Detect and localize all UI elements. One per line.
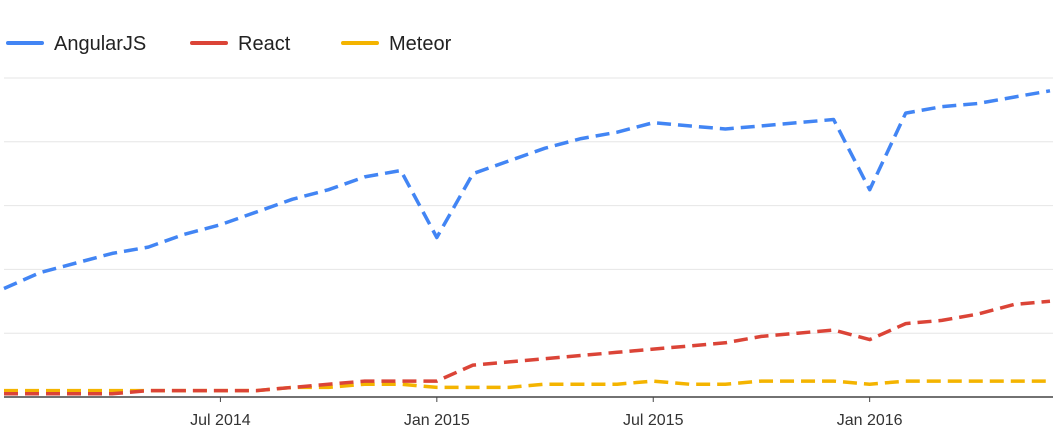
x-tick-label: Jan 2015 <box>404 412 470 429</box>
series-line-react <box>4 301 1050 394</box>
series-line-angularjs <box>4 91 1050 289</box>
x-axis-ticks: Jul 2014 Jan 2015 Jul 2015 Jan 2016 <box>190 397 903 429</box>
legend: AngularJS React Meteor <box>8 33 452 55</box>
x-tick-label: Jan 2016 <box>837 412 903 429</box>
gridlines <box>4 78 1053 333</box>
legend-label-react: React <box>238 33 291 55</box>
legend-label-angularjs: AngularJS <box>54 33 146 55</box>
x-tick-label: Jul 2014 <box>190 412 251 429</box>
legend-label-meteor: Meteor <box>389 33 452 55</box>
series-layer <box>4 91 1050 394</box>
x-tick-label: Jul 2015 <box>623 412 684 429</box>
